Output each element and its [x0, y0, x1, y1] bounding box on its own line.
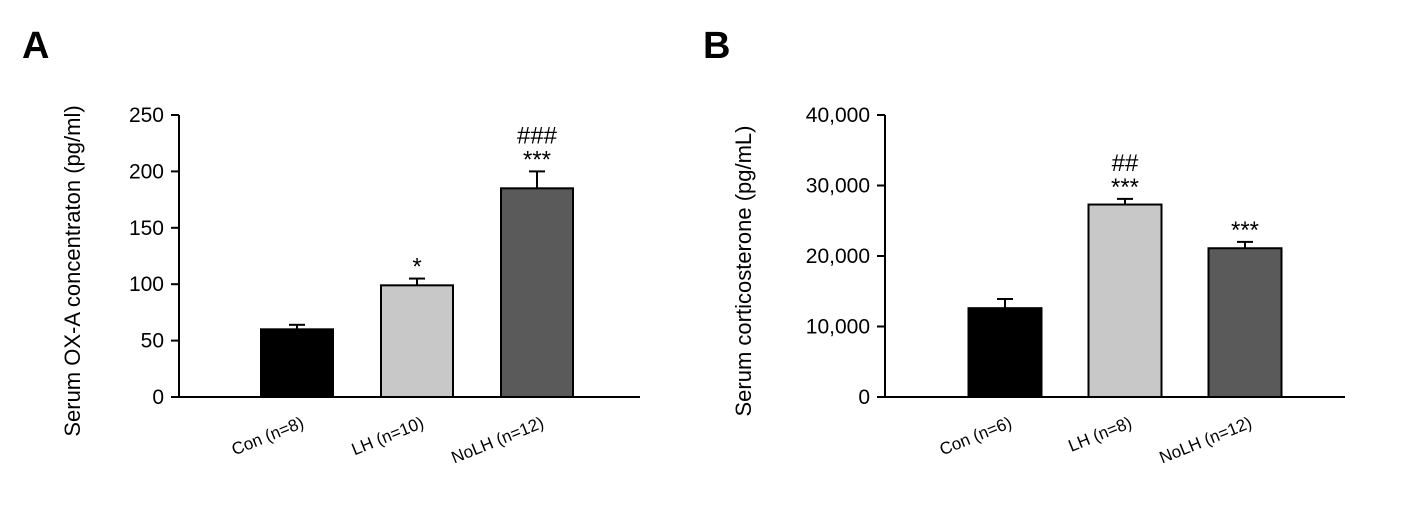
- y-tick-label: 200: [129, 160, 164, 183]
- bar: [1207, 247, 1283, 398]
- y-tick-label: 40,000: [806, 104, 870, 127]
- significance-mark: ***: [1231, 217, 1259, 244]
- bar: [260, 328, 334, 399]
- y-tick-label: 20,000: [806, 245, 870, 268]
- y-tick-label: 100: [129, 273, 164, 296]
- y-tick-label: 10,000: [806, 316, 870, 339]
- panel-b: B Serum corticosterone (pg/mL) 0 10,000 20,0…: [703, 25, 1345, 467]
- significance-mark: ***: [523, 146, 551, 173]
- y-tick-label: 30,000: [806, 175, 870, 198]
- category-label: Con (n=8): [229, 413, 307, 459]
- y-tick-label: 150: [129, 217, 164, 240]
- category-label: LH (n=10): [349, 413, 427, 459]
- y-axis-label: Serum corticosterone (pg/mL): [731, 126, 756, 417]
- category-label: LH (n=8): [1066, 413, 1135, 456]
- bar: [380, 284, 454, 398]
- bar: [1087, 203, 1163, 398]
- panel-a: A Serum OX-A concentraton (pg/ml) 0 50 100 15…: [22, 25, 640, 467]
- category-label: NoLH (n=12): [1157, 413, 1255, 467]
- significance-mark: ###: [517, 122, 558, 149]
- category-label: NoLH (n=12): [449, 413, 547, 467]
- panel-letter: B: [703, 25, 730, 67]
- panel-letter: A: [22, 25, 49, 67]
- category-label: Con (n=6): [937, 413, 1015, 459]
- y-tick-label: 50: [141, 330, 164, 353]
- y-tick-label: 0: [152, 386, 164, 409]
- significance-mark: ***: [1111, 174, 1139, 201]
- y-tick-label: 0: [858, 386, 870, 409]
- bar: [500, 187, 574, 398]
- y-tick-label: 250: [129, 104, 164, 127]
- y-axis-label: Serum OX-A concentraton (pg/ml): [60, 105, 85, 436]
- bar: [967, 307, 1043, 399]
- significance-mark: ##: [1112, 150, 1139, 177]
- significance-mark: *: [412, 254, 421, 281]
